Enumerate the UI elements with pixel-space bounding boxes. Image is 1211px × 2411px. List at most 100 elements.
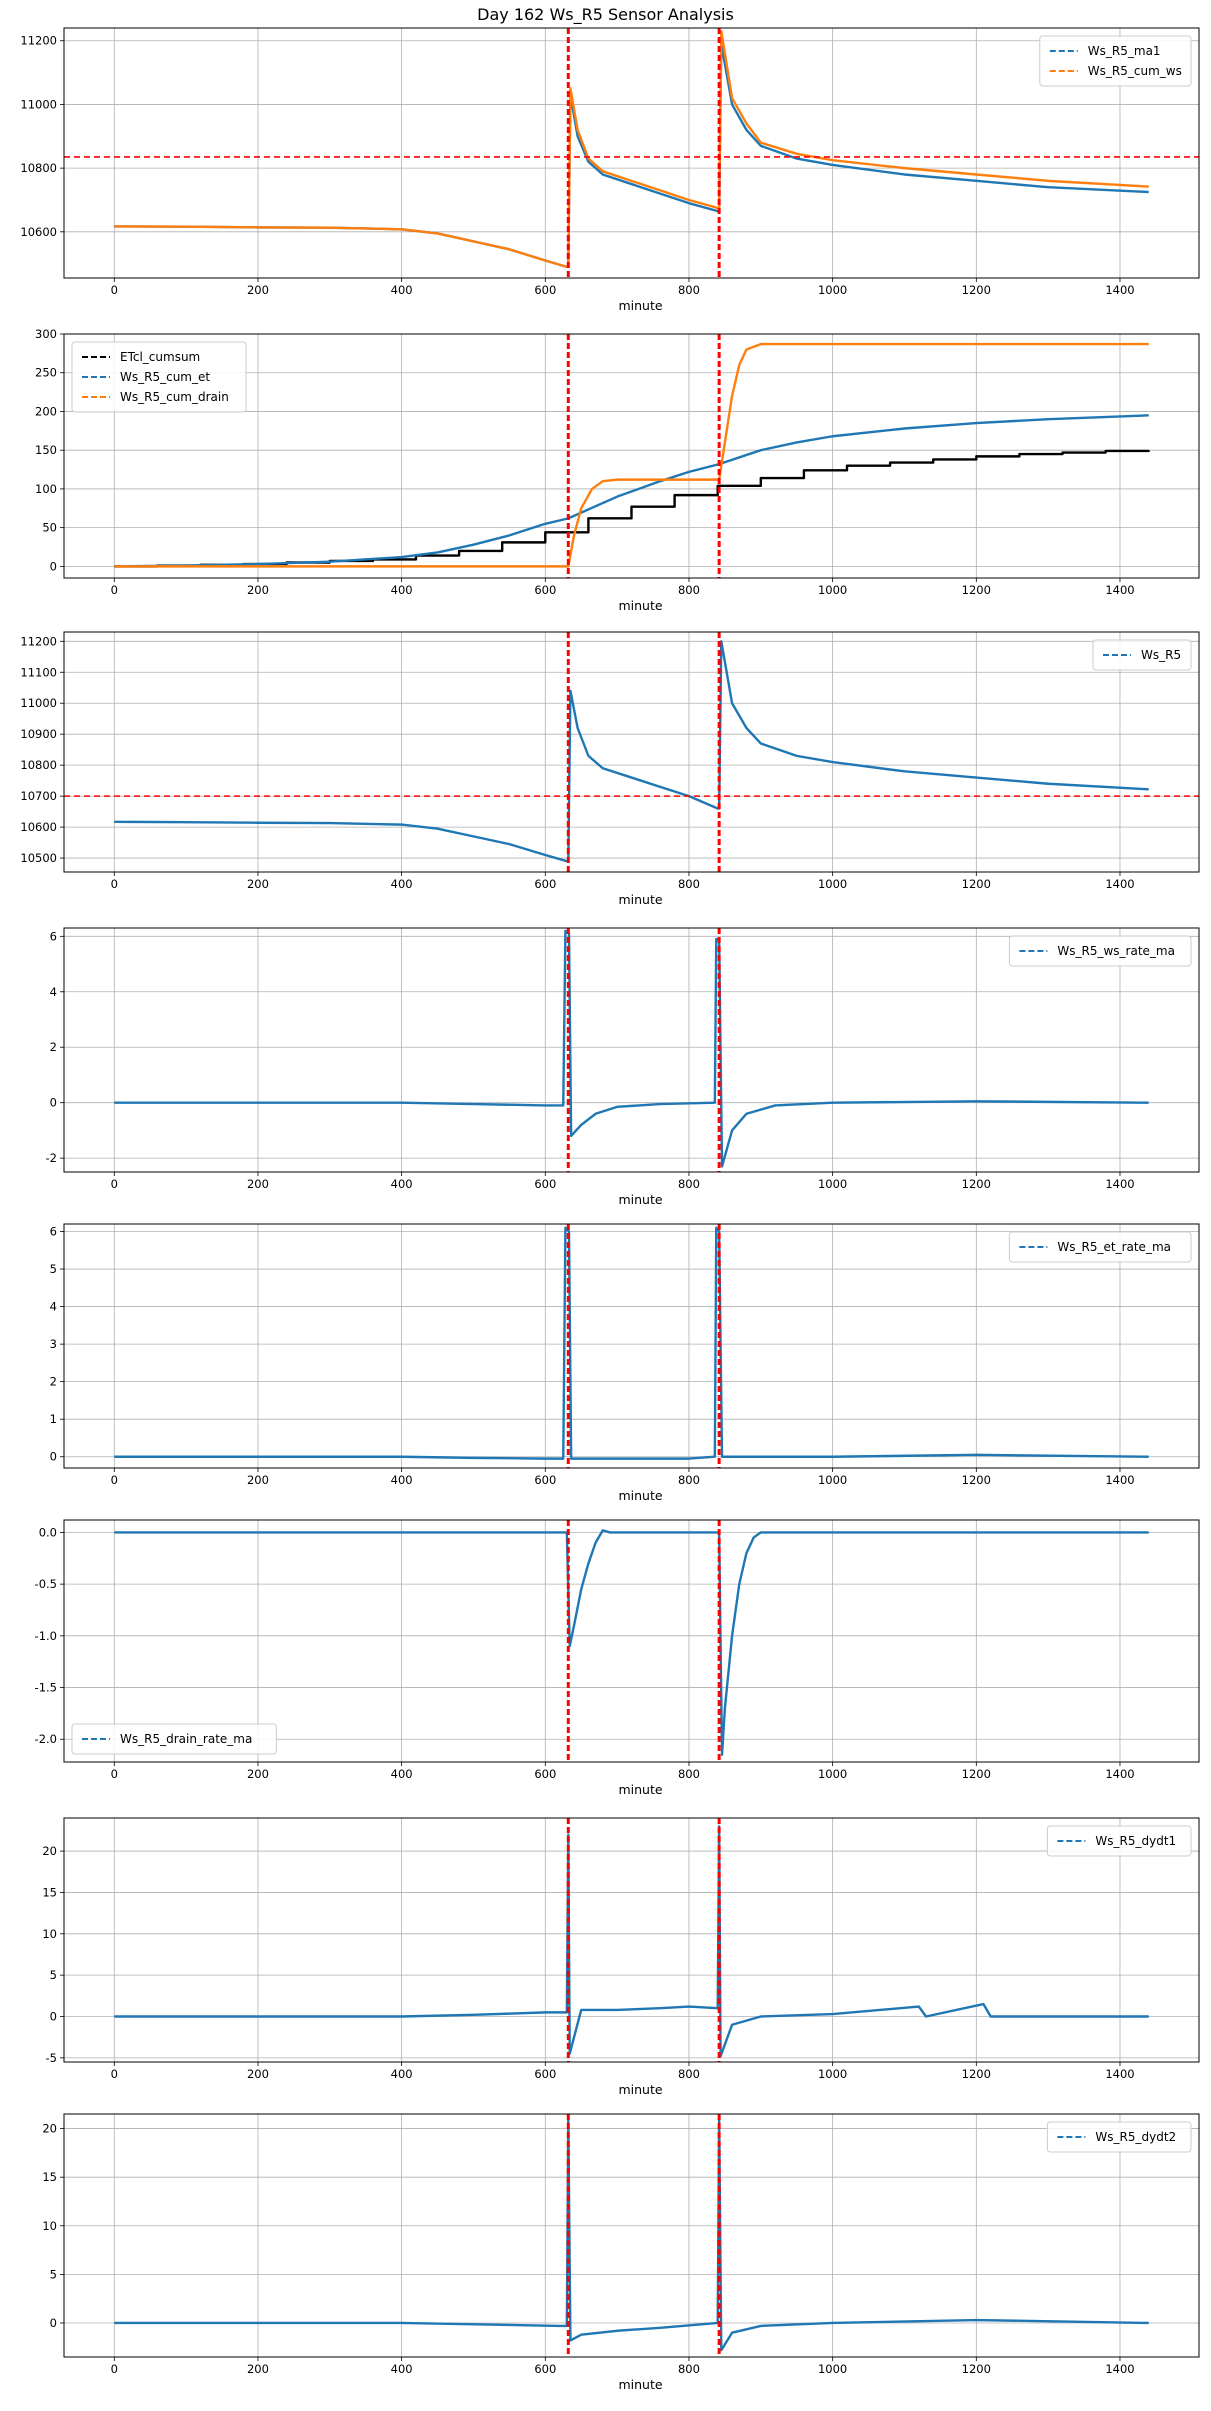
x-tick-label: 200 <box>247 2362 269 2376</box>
x-tick-label: 400 <box>391 1177 413 1191</box>
x-tick-label: 800 <box>678 1767 700 1781</box>
x-tick-label: 1000 <box>818 2362 847 2376</box>
axes-frame <box>63 2113 1200 2358</box>
x-tick-label: 1000 <box>818 1767 847 1781</box>
x-axis-label: minute <box>618 2082 662 2097</box>
x-tick-label: 1000 <box>818 1473 847 1487</box>
x-tick-label: 800 <box>678 2362 700 2376</box>
legend: Ws_R5_drain_rate_ma <box>71 1723 277 1755</box>
y-tick-label: 4 <box>50 1300 57 1314</box>
axes-frame <box>63 1519 1200 1763</box>
y-tick-label: 250 <box>35 366 57 380</box>
y-tick-label: 0.0 <box>39 1525 57 1539</box>
x-tick-label: 200 <box>247 2067 269 2081</box>
x-tick-label: 600 <box>534 877 556 891</box>
legend: Ws_R5_ma1 Ws_R5_cum_ws <box>1039 35 1192 87</box>
x-axis-label: minute <box>618 598 662 613</box>
legend-label: Ws_R5_drain_rate_ma <box>120 1732 252 1746</box>
x-tick-label: 1400 <box>1105 1767 1134 1781</box>
y-tick-label: 5 <box>50 1262 57 1276</box>
y-tick-label: 3 <box>50 1337 57 1351</box>
y-tick-label: 10800 <box>20 161 57 175</box>
x-tick-label: 200 <box>247 877 269 891</box>
x-tick-label: 400 <box>391 1767 413 1781</box>
x-tick-label: 400 <box>391 283 413 297</box>
chart-panel-5: 0 200 400 600 800 1000 1200 1400 0 1 2 3 4 5 6 minute Ws… <box>50 1223 1200 1503</box>
y-tick-label: 10 <box>42 1927 57 1941</box>
x-tick-label: 1000 <box>818 283 847 297</box>
y-tick-label: 10500 <box>20 851 57 865</box>
x-tick-label: 600 <box>534 1767 556 1781</box>
y-tick-label: 0 <box>50 1096 57 1110</box>
y-tick-label: 20 <box>42 2122 57 2136</box>
x-tick-label: 1400 <box>1105 1473 1134 1487</box>
y-tick-label: 0 <box>50 1450 57 1464</box>
y-tick-label: 11000 <box>20 97 57 111</box>
y-tick-label: 200 <box>35 404 57 418</box>
series-line-Ws_R5_cum_ws <box>114 29 1149 269</box>
x-tick-label: 1200 <box>962 583 991 597</box>
axes-frame <box>63 1223 1200 1469</box>
series-line-ETcl_cumsum <box>114 449 1150 568</box>
y-tick-label: 10 <box>42 2219 57 2233</box>
x-tick-label: 0 <box>111 2067 118 2081</box>
series-line-Ws_R5_dydt1 <box>114 1825 1149 2058</box>
x-tick-label: 200 <box>247 583 269 597</box>
y-tick-label: 11200 <box>20 34 57 48</box>
y-tick-label: 6 <box>50 1225 57 1239</box>
x-tick-label: 1200 <box>962 2362 991 2376</box>
y-tick-label: 11200 <box>20 634 57 648</box>
legend-label: Ws_R5_cum_ws <box>1088 64 1182 78</box>
y-tick-label: 10600 <box>20 820 57 834</box>
axes-frame <box>63 27 1200 279</box>
x-tick-label: 800 <box>678 583 700 597</box>
series-line-Ws_R5_drain_rate_ma <box>114 1529 1149 1756</box>
y-tick-label: -5 <box>46 2051 57 2065</box>
legend-box <box>1008 935 1192 967</box>
x-tick-label: 1400 <box>1105 2067 1134 2081</box>
x-tick-label: 800 <box>678 2067 700 2081</box>
y-tick-label: 2 <box>50 1040 57 1054</box>
axes-frame <box>63 927 1200 1173</box>
x-tick-label: 400 <box>391 1473 413 1487</box>
x-tick-label: 0 <box>111 1473 118 1487</box>
x-axis-label: minute <box>618 1192 662 1207</box>
x-tick-label: 1400 <box>1105 877 1134 891</box>
y-tick-label: 100 <box>35 482 57 496</box>
x-tick-label: 1200 <box>962 2067 991 2081</box>
legend-label: Ws_R5 <box>1141 648 1181 662</box>
y-tick-label: 2 <box>50 1375 57 1389</box>
legend-box <box>71 341 247 413</box>
y-tick-label: 0 <box>50 559 57 573</box>
y-tick-label: 0 <box>50 2010 57 2024</box>
legend: Ws_R5 <box>1092 639 1192 671</box>
y-tick-label: -2.0 <box>35 1732 57 1746</box>
legend-box <box>1008 1231 1192 1263</box>
legend: Ws_R5_dydt2 <box>1046 2121 1192 2153</box>
series-line-Ws_R5_cum_et <box>114 414 1149 568</box>
axes-frame <box>63 333 1200 579</box>
chart-panel-2: 0 200 400 600 800 1000 1200 1400 0 50 100 150 200 250… <box>35 327 1200 613</box>
y-tick-label: 11000 <box>20 696 57 710</box>
y-tick-label: 50 <box>42 521 57 535</box>
x-tick-label: 600 <box>534 2067 556 2081</box>
legend-box <box>1046 1825 1192 1857</box>
chart-panel-8: 0 200 400 600 800 1000 1200 1400 0 5 10 15 20 minute W… <box>42 2113 1200 2392</box>
y-tick-label: 0 <box>50 2316 57 2330</box>
y-tick-label: 4 <box>50 985 57 999</box>
x-tick-label: 0 <box>111 1767 118 1781</box>
x-tick-label: 0 <box>111 583 118 597</box>
x-tick-label: 400 <box>391 583 413 597</box>
x-tick-label: 0 <box>111 283 118 297</box>
x-tick-label: 1400 <box>1105 2362 1134 2376</box>
chart-panel-6: 0 200 400 600 800 1000 1200 1400 0.0 -0.5 -1.0 -1.5… <box>35 1519 1200 1797</box>
x-tick-label: 1400 <box>1105 583 1134 597</box>
y-tick-label: 15 <box>42 2170 57 2184</box>
x-tick-label: 200 <box>247 1767 269 1781</box>
legend: ETcl_cumsum Ws_R5_cum_et Ws_R5_cum_drain <box>71 341 247 413</box>
y-tick-label: 5 <box>50 1968 57 1982</box>
x-tick-label: 600 <box>534 1473 556 1487</box>
x-tick-label: 200 <box>247 1473 269 1487</box>
x-tick-label: 200 <box>247 283 269 297</box>
